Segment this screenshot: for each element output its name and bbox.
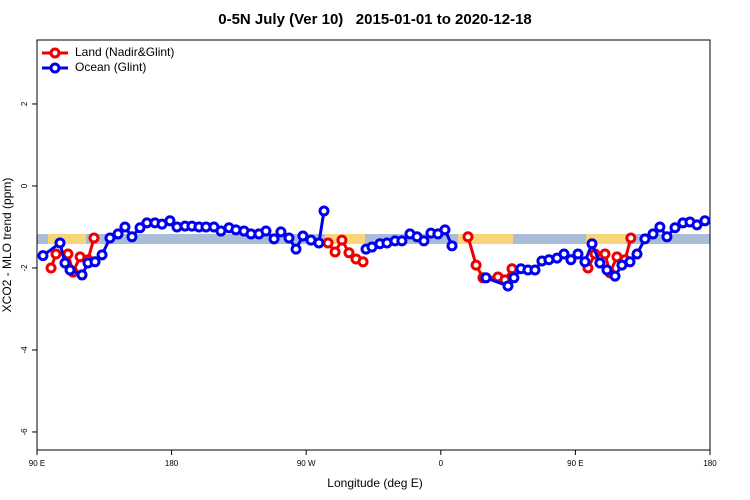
data-point [275,226,287,238]
data-point [631,248,643,260]
data-point [572,248,584,260]
data-point [318,205,330,217]
data-point [601,264,613,276]
data-point [691,219,703,231]
data-point [594,257,606,269]
y-tick-label: 2 [20,101,29,106]
data-point [647,228,659,240]
y-tick-label: -2 [20,264,29,272]
data-point [625,232,637,244]
data-point [283,232,295,244]
data-point [529,264,541,276]
legend-marker [49,47,61,59]
data-point [624,256,636,268]
legend-marker [49,62,61,74]
data-point [297,230,309,242]
data-point [699,215,711,227]
data-point [290,243,302,255]
data-point [313,237,325,249]
x-tick-label: 0 [439,459,444,468]
data-point [59,257,71,269]
data-point [599,248,611,260]
data-point [322,237,334,249]
data-point [164,215,176,227]
data-point [480,272,492,284]
x-tick-label: 90 E [29,459,45,468]
land-band [458,234,513,244]
data-point [609,270,621,282]
data-point [76,269,88,281]
land-band [48,234,86,244]
data-point [126,231,138,243]
data-point [502,280,514,292]
data-point [50,248,62,260]
data-point [104,232,116,244]
plot-frame [36,39,711,451]
data-point [446,240,458,252]
data-point [343,247,355,259]
y-tick-label: 0 [20,183,29,188]
data-point [96,249,108,261]
data-point [439,224,451,236]
data-point [470,259,482,271]
data-point [119,221,131,233]
legend-label: Ocean (Glint) [75,60,146,74]
data-point [45,262,57,274]
data-point [89,256,101,268]
data-point [508,272,520,284]
data-point [64,264,76,276]
data-point [357,256,369,268]
x-tick-label: 180 [703,459,717,468]
data-point [579,256,591,268]
data-point [62,248,74,260]
chart-title: 0-5N July (Ver 10) 2015-01-01 to 2020-12… [218,11,532,28]
x-tick-label: 90 W [297,459,316,468]
data-point [112,228,124,240]
data-point [586,238,598,250]
data-point [268,233,280,245]
data-point [661,231,673,243]
data-point [134,222,146,234]
data-point [336,234,348,246]
data-point [654,221,666,233]
land-band [586,234,626,244]
data-point [639,233,651,245]
legend-label: Land (Nadir&Glint) [75,45,174,59]
y-tick-label: -6 [20,428,29,436]
data-point [565,254,577,266]
data-point [418,235,430,247]
data-point [88,232,100,244]
data-point [396,235,408,247]
data-point [260,225,272,237]
data-point [329,246,341,258]
data-point [54,237,66,249]
data-point [558,248,570,260]
data-point [462,231,474,243]
x-tick-label: 180 [165,459,179,468]
y-tick-label: -4 [20,346,29,354]
x-axis-label: Longitude (deg E) [327,476,422,490]
data-point [37,250,49,262]
x-tick-label: 90 E [567,459,583,468]
y-axis-label: XCO2 - MLO trend (ppm) [0,178,14,313]
band [37,234,710,244]
data-point [669,222,681,234]
data-point [506,263,518,275]
